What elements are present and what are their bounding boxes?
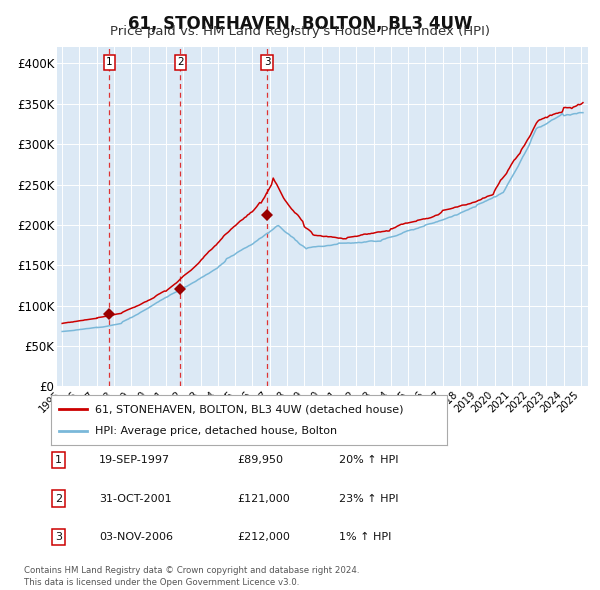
Text: Contains HM Land Registry data © Crown copyright and database right 2024.
This d: Contains HM Land Registry data © Crown c… bbox=[24, 566, 359, 587]
Text: 1: 1 bbox=[55, 455, 62, 465]
Text: £121,000: £121,000 bbox=[237, 494, 290, 503]
Text: 3: 3 bbox=[263, 57, 270, 67]
Text: HPI: Average price, detached house, Bolton: HPI: Average price, detached house, Bolt… bbox=[95, 427, 337, 437]
Text: £212,000: £212,000 bbox=[237, 532, 290, 542]
Text: 61, STONEHAVEN, BOLTON, BL3 4UW: 61, STONEHAVEN, BOLTON, BL3 4UW bbox=[128, 15, 472, 33]
Text: 61, STONEHAVEN, BOLTON, BL3 4UW (detached house): 61, STONEHAVEN, BOLTON, BL3 4UW (detache… bbox=[95, 404, 403, 414]
Text: Price paid vs. HM Land Registry's House Price Index (HPI): Price paid vs. HM Land Registry's House … bbox=[110, 25, 490, 38]
Text: £89,950: £89,950 bbox=[237, 455, 283, 465]
Text: 19-SEP-1997: 19-SEP-1997 bbox=[99, 455, 170, 465]
Text: 2: 2 bbox=[177, 57, 184, 67]
Text: 03-NOV-2006: 03-NOV-2006 bbox=[99, 532, 173, 542]
Text: 31-OCT-2001: 31-OCT-2001 bbox=[99, 494, 172, 503]
Text: 23% ↑ HPI: 23% ↑ HPI bbox=[339, 494, 398, 503]
Text: 1% ↑ HPI: 1% ↑ HPI bbox=[339, 532, 391, 542]
Text: 3: 3 bbox=[55, 532, 62, 542]
Text: 20% ↑ HPI: 20% ↑ HPI bbox=[339, 455, 398, 465]
Text: 2: 2 bbox=[55, 494, 62, 503]
Text: 1: 1 bbox=[106, 57, 113, 67]
